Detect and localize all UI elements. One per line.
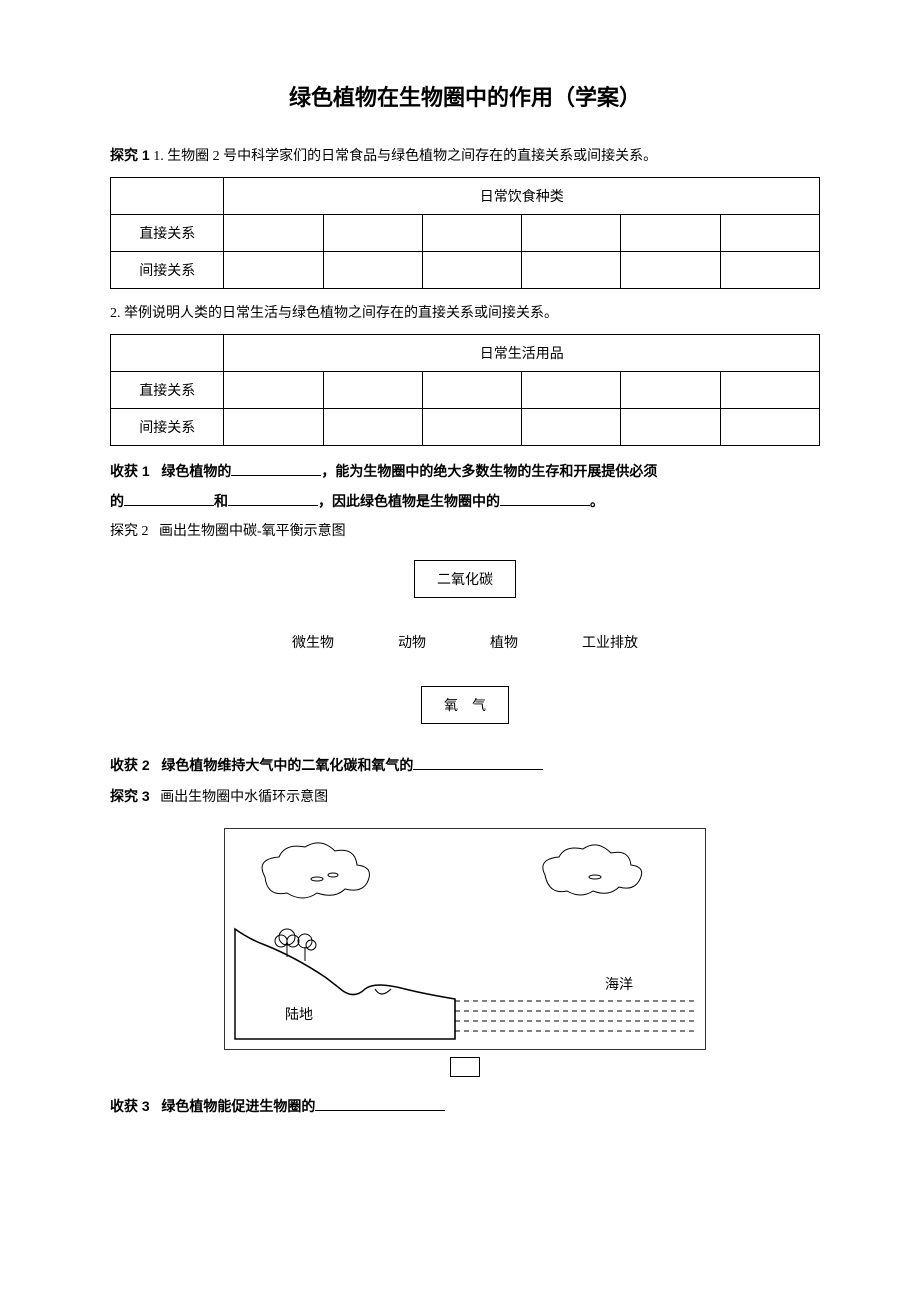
- inquiry3-text: 画出生物圈中水循环示意图: [160, 790, 328, 805]
- diagram-item-industry: 工业排放: [582, 632, 638, 652]
- blank-input[interactable]: [228, 491, 318, 506]
- harvest1-text-b: ，能为生物圈中的绝大多数生物的生存和开展提供必须: [321, 463, 657, 479]
- table-cell[interactable]: [621, 251, 720, 288]
- land-label: 陆地: [285, 1007, 313, 1023]
- table-life-corner: [111, 334, 224, 371]
- harvest3-text: 绿色植物能促进生物圈的: [161, 1098, 315, 1114]
- harvest1-text-c: 的: [110, 493, 124, 509]
- inquiry3-label: 探究 3: [110, 788, 150, 804]
- inquiry2-line: 探究 2 画出生物圈中碳-氧平衡示意图: [110, 517, 820, 548]
- table-cell[interactable]: [323, 371, 422, 408]
- inquiry1-q2: 2. 举例说明人类的日常生活与绿色植物之间存在的直接关系或间接关系。: [110, 299, 820, 330]
- table-cell[interactable]: [323, 214, 422, 251]
- table-cell[interactable]: [621, 371, 720, 408]
- harvest3-label: 收获 3: [110, 1098, 150, 1114]
- table-cell[interactable]: [522, 251, 621, 288]
- blank-input[interactable]: [231, 461, 321, 476]
- blank-input[interactable]: [500, 491, 590, 506]
- blank-input[interactable]: [413, 755, 543, 770]
- harvest1-line: 收获 1 绿色植物的 ，能为生物圈中的绝大多数生物的生存和开展提供必须: [110, 456, 820, 487]
- blank-input[interactable]: [124, 491, 214, 506]
- table-cell[interactable]: [422, 408, 521, 445]
- water-cycle-svg: 陆地 海洋: [225, 829, 705, 1049]
- harvest1-text-e: ，因此绿色植物是生物圈中的: [318, 493, 500, 509]
- water-cycle-diagram: 陆地 海洋: [224, 828, 706, 1050]
- table-food-header: 日常饮食种类: [224, 177, 820, 214]
- table-cell[interactable]: [720, 371, 819, 408]
- diagram-item-microbe: 微生物: [292, 632, 334, 652]
- harvest1-text-f: 。: [590, 493, 604, 509]
- table-cell[interactable]: [522, 408, 621, 445]
- harvest1-text-a: 绿色植物的: [161, 463, 231, 479]
- diagram-item-animal: 动物: [398, 632, 426, 652]
- inquiry1-line1: 探究 1 1. 生物圈 2 号中科学家们的日常食品与绿色植物之间存在的直接关系或…: [110, 140, 820, 173]
- table-cell[interactable]: [522, 214, 621, 251]
- table-cell[interactable]: [720, 251, 819, 288]
- table-cell[interactable]: [621, 408, 720, 445]
- table-cell[interactable]: [720, 408, 819, 445]
- table-row-indirect-label: 间接关系: [111, 251, 224, 288]
- table-food-corner: [111, 177, 224, 214]
- organism-row: 微生物 动物 植物 工业排放: [110, 632, 820, 652]
- o2-box: 氧 气: [421, 686, 509, 724]
- table-life: 日常生活用品 直接关系 间接关系: [110, 334, 820, 446]
- blank-input[interactable]: [315, 1096, 445, 1111]
- table-cell[interactable]: [323, 251, 422, 288]
- diagram-item-plant: 植物: [490, 632, 518, 652]
- table-row-indirect-label: 间接关系: [111, 408, 224, 445]
- inquiry1-label: 探究 1: [110, 147, 150, 163]
- harvest2-text: 绿色植物维持大气中的二氧化碳和氧气的: [161, 757, 413, 773]
- table-cell[interactable]: [720, 214, 819, 251]
- inquiry3-line: 探究 3 画出生物圈中水循环示意图: [110, 781, 820, 814]
- co2-box: 二氧化碳: [414, 560, 516, 598]
- inquiry2-label: 探究 2: [110, 524, 149, 539]
- inquiry2-text: 画出生物圈中碳-氧平衡示意图: [159, 524, 346, 539]
- harvest2-line: 收获 2 绿色植物维持大气中的二氧化碳和氧气的: [110, 750, 820, 781]
- table-cell[interactable]: [422, 371, 521, 408]
- carbon-oxygen-diagram: 二氧化碳 微生物 动物 植物 工业排放 氧 气: [110, 560, 820, 724]
- ocean-label: 海洋: [605, 977, 633, 993]
- worksheet-page: 绿色植物在生物圈中的作用（学案） 探究 1 1. 生物圈 2 号中科学家们的日常…: [0, 0, 920, 1302]
- table-life-header: 日常生活用品: [224, 334, 820, 371]
- table-row-direct-label: 直接关系: [111, 371, 224, 408]
- table-cell[interactable]: [522, 371, 621, 408]
- harvest3-line: 收获 3 绿色植物能促进生物圈的: [110, 1091, 820, 1122]
- table-cell[interactable]: [224, 371, 323, 408]
- table-food: 日常饮食种类 直接关系 间接关系: [110, 177, 820, 289]
- table-row-direct-label: 直接关系: [111, 214, 224, 251]
- harvest2-label: 收获 2: [110, 757, 150, 773]
- table-cell[interactable]: [422, 214, 521, 251]
- table-cell[interactable]: [224, 214, 323, 251]
- table-cell[interactable]: [323, 408, 422, 445]
- harvest1-line2: 的 和 ，因此绿色植物是生物圈中的 。: [110, 486, 820, 517]
- inquiry1-q1: 1. 生物圈 2 号中科学家们的日常食品与绿色植物之间存在的直接关系或间接关系。: [153, 149, 657, 164]
- page-title: 绿色植物在生物圈中的作用（学案）: [110, 80, 820, 112]
- small-box-icon: [450, 1057, 480, 1077]
- table-cell[interactable]: [621, 214, 720, 251]
- table-cell[interactable]: [224, 408, 323, 445]
- harvest1-label: 收获 1: [110, 463, 150, 479]
- harvest1-text-d: 和: [214, 493, 228, 509]
- table-cell[interactable]: [224, 251, 323, 288]
- table-cell[interactable]: [422, 251, 521, 288]
